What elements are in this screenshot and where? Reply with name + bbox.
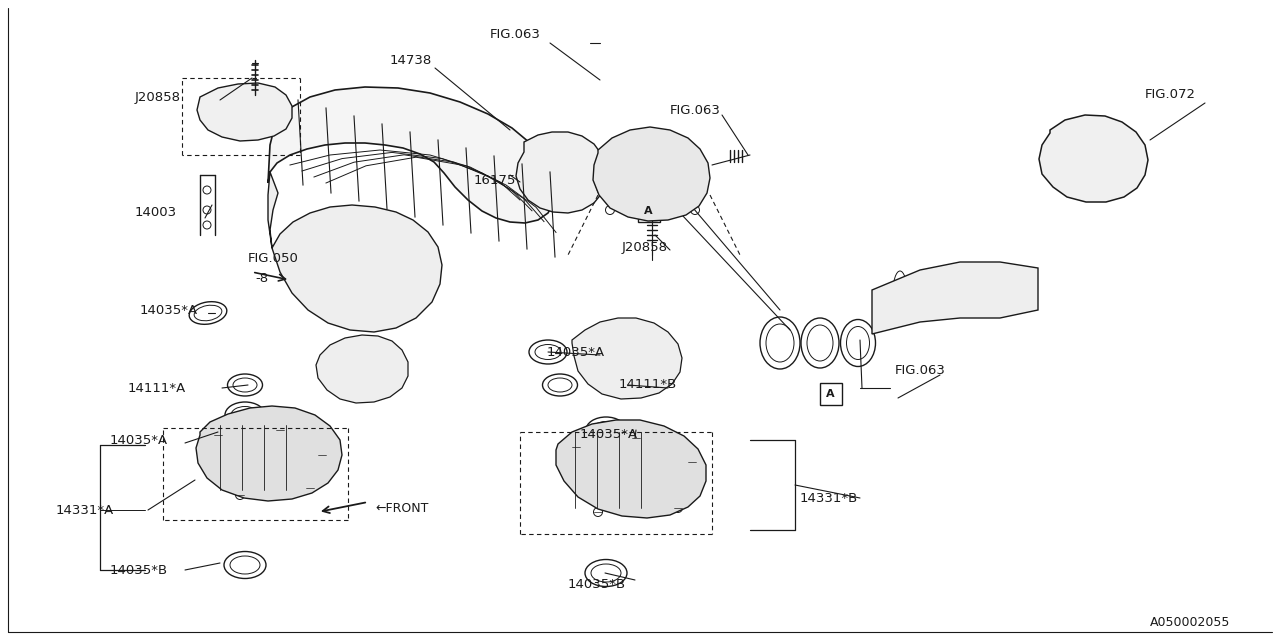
Text: 14035*A: 14035*A: [547, 346, 605, 360]
Text: ←FRONT: ←FRONT: [375, 502, 429, 515]
Polygon shape: [268, 172, 442, 332]
Polygon shape: [316, 335, 408, 403]
Text: J20858: J20858: [134, 92, 180, 104]
Text: A: A: [644, 206, 653, 216]
Text: A050002055: A050002055: [1149, 616, 1230, 628]
Text: FIG.063: FIG.063: [895, 364, 946, 376]
Bar: [637, 200, 660, 222]
Polygon shape: [197, 83, 292, 141]
Text: 14035*B: 14035*B: [110, 563, 168, 577]
Polygon shape: [872, 262, 1038, 334]
Polygon shape: [516, 132, 605, 213]
Polygon shape: [1039, 115, 1148, 202]
Text: FIG.063: FIG.063: [669, 104, 721, 116]
Text: 14331*B: 14331*B: [800, 492, 859, 504]
Polygon shape: [572, 318, 682, 399]
Text: 16175: 16175: [474, 173, 516, 186]
Text: 14035*A: 14035*A: [110, 433, 168, 447]
Text: 14035*A: 14035*A: [580, 429, 639, 442]
Text: 14738: 14738: [390, 54, 433, 67]
Text: 14003: 14003: [134, 207, 177, 220]
Text: FIG.072: FIG.072: [1146, 88, 1196, 102]
Text: -8: -8: [255, 271, 268, 285]
Text: 14035*A: 14035*A: [140, 303, 198, 317]
Polygon shape: [594, 136, 682, 212]
Text: FIG.050: FIG.050: [248, 252, 298, 264]
Bar: [820, 383, 842, 405]
Polygon shape: [268, 87, 556, 223]
Text: 14331*A: 14331*A: [56, 504, 114, 516]
Text: 14035*B: 14035*B: [568, 579, 626, 591]
Polygon shape: [593, 127, 710, 221]
Text: 14111*A: 14111*A: [128, 381, 187, 394]
Text: A: A: [826, 389, 835, 399]
Polygon shape: [556, 420, 707, 518]
Text: J20858: J20858: [622, 241, 668, 255]
Polygon shape: [196, 406, 342, 501]
Text: 14111*B: 14111*B: [620, 378, 677, 392]
Text: FIG.063: FIG.063: [490, 29, 541, 42]
